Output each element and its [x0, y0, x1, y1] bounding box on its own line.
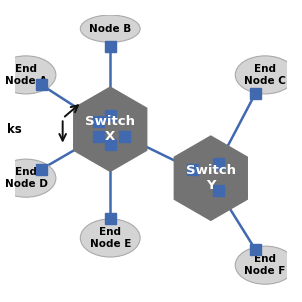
Ellipse shape [235, 56, 295, 94]
Text: ks: ks [7, 123, 22, 136]
Text: End
Node E: End Node E [89, 227, 131, 249]
Text: Switch
X: Switch X [85, 115, 135, 143]
Ellipse shape [0, 56, 56, 94]
Bar [105, 139, 116, 150]
Bar [187, 164, 198, 175]
Bar [93, 131, 104, 142]
Text: End
Node D: End Node D [5, 167, 47, 189]
Text: End
Node A: End Node A [5, 64, 47, 86]
Polygon shape [174, 136, 247, 220]
Bar [36, 164, 47, 175]
Bar [105, 110, 116, 120]
Text: Switch
Y: Switch Y [186, 164, 236, 192]
Ellipse shape [0, 159, 56, 197]
Ellipse shape [80, 15, 140, 42]
Ellipse shape [235, 246, 295, 284]
Bar [105, 41, 116, 52]
Ellipse shape [80, 219, 140, 257]
Bar [213, 185, 224, 196]
Bar [250, 244, 261, 255]
Bar [36, 79, 47, 90]
Text: Node B: Node B [89, 24, 131, 34]
Polygon shape [74, 87, 147, 172]
Text: End
Node F: End Node F [244, 254, 286, 276]
Bar [105, 213, 116, 224]
Bar [119, 131, 130, 142]
Bar [250, 88, 261, 99]
Bar [213, 158, 224, 169]
Bar [93, 116, 104, 127]
Text: End
Node C: End Node C [244, 64, 286, 86]
